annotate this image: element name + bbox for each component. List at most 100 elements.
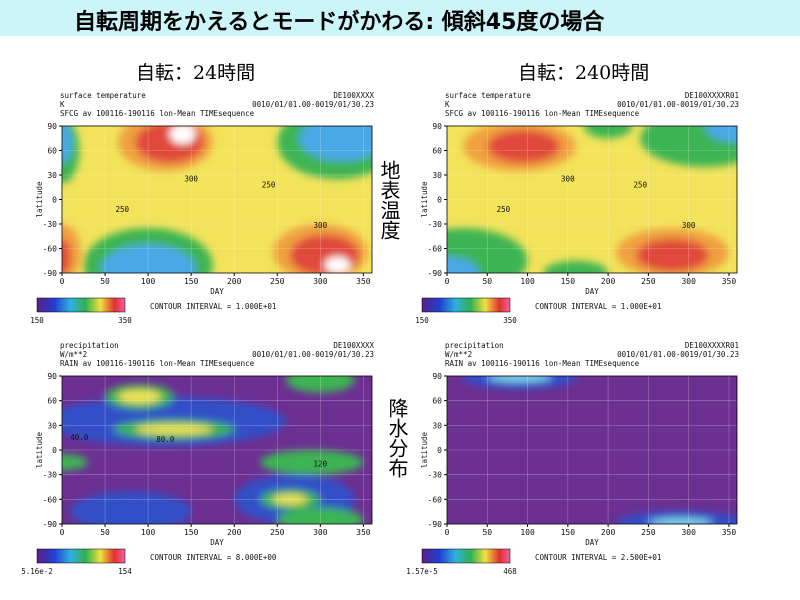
x-tick-label: 100 — [141, 528, 156, 537]
column-heading: 自転：240時間 — [518, 62, 650, 84]
x-tick-label: 350 — [722, 277, 737, 286]
y-tick-label: -90 — [428, 269, 443, 278]
contour-label: 120 — [314, 459, 328, 468]
run-id: DE100XXXXR01 — [685, 91, 739, 100]
x-tick-label: 200 — [227, 528, 242, 537]
field-shape — [298, 126, 372, 162]
x-axis-label: DAY — [210, 538, 224, 547]
field-shape — [324, 256, 351, 273]
x-tick-label: 300 — [313, 528, 328, 537]
y-tick-label: 90 — [432, 372, 442, 381]
y-tick-label: -30 — [43, 220, 58, 229]
x-tick-label: 350 — [722, 528, 737, 537]
x-tick-label: 50 — [100, 528, 110, 537]
period: 0010/01/01.00-0019/01/30.23 — [617, 350, 739, 359]
colorbar-min: 5.16e-2 — [21, 567, 53, 576]
x-tick-label: 0 — [60, 528, 65, 537]
variable-name: surface temperature — [445, 91, 531, 100]
y-tick-label: -60 — [43, 495, 58, 504]
y-tick-label: 0 — [437, 196, 442, 205]
contour-label: 250 — [262, 180, 276, 189]
panel: 0 50 100 150 200 250 300 350 -90 -60 -30 0 30 60 90 sur… — [415, 91, 739, 325]
y-axis-label: latitude — [420, 431, 429, 468]
units: K — [60, 100, 65, 109]
contour-label: 250 — [497, 205, 511, 214]
colorbar-min: 150 — [30, 316, 44, 325]
description: SFCG av 100116-190116 lon-Mean TIMEseque… — [445, 109, 640, 118]
row-heading: 地表温度 — [377, 160, 401, 240]
colorbar-min: 1.57e-5 — [406, 567, 438, 576]
y-tick-label: 90 — [432, 122, 442, 131]
run-id: DE100XXXX — [333, 341, 374, 350]
y-tick-label: 90 — [47, 122, 57, 131]
run-id: DE100XXXX — [333, 91, 374, 100]
y-tick-label: 90 — [47, 372, 57, 381]
field-shape — [117, 389, 162, 404]
field-shapes — [463, 376, 737, 524]
field-background — [447, 376, 737, 524]
field-shape — [272, 494, 308, 505]
y-tick-label: 30 — [47, 171, 57, 180]
y-tick-label: -60 — [428, 495, 443, 504]
field-shape — [487, 376, 552, 383]
contour-interval: CONTOUR INTERVAL = 2.500E+01 — [535, 553, 661, 562]
variable-name: precipitation — [60, 341, 119, 350]
field-shape — [169, 126, 196, 144]
x-tick-label: 350 — [356, 528, 371, 537]
field-shape — [648, 517, 713, 524]
colorbar — [36, 297, 126, 313]
contour-field — [447, 126, 737, 273]
y-tick-label: 30 — [47, 421, 57, 430]
row-heading: 降水分布 — [385, 398, 409, 478]
contour-label: 40.0 — [70, 433, 89, 442]
y-tick-label: -30 — [43, 471, 58, 480]
x-tick-label: 50 — [482, 277, 492, 286]
x-tick-label: 300 — [681, 528, 696, 537]
description: RAIN av 100116-190116 lon-Mean TIMEseque… — [445, 359, 640, 368]
x-tick-label: 100 — [141, 277, 156, 286]
x-tick-label: 200 — [601, 277, 616, 286]
y-tick-label: -30 — [428, 220, 443, 229]
field-shape — [135, 126, 205, 163]
x-tick-label: 50 — [100, 277, 110, 286]
x-tick-label: 350 — [356, 277, 371, 286]
description: RAIN av 100116-190116 lon-Mean TIMEseque… — [60, 359, 255, 368]
x-tick-label: 250 — [641, 528, 656, 537]
y-tick-label: -60 — [43, 245, 58, 254]
period: 0010/01/01.00-0019/01/30.23 — [252, 350, 374, 359]
field-shape — [290, 234, 360, 273]
panel: 0 50 100 150 200 250 300 350 -90 -60 -30 0 30 60 90 pre… — [406, 341, 739, 576]
colorbar-max: 350 — [118, 316, 132, 325]
plot-frame — [61, 375, 373, 525]
contour-interval: CONTOUR INTERVAL = 1.000E+01 — [150, 302, 276, 311]
y-axis-label: latitude — [420, 181, 429, 218]
contour-label: 300 — [184, 175, 198, 184]
field-shape — [285, 376, 355, 393]
field-shape — [583, 126, 633, 139]
y-tick-label: -60 — [428, 245, 443, 254]
contour-field — [62, 126, 372, 273]
colorbar-max: 350 — [503, 316, 517, 325]
field-shapes — [447, 126, 737, 273]
period: 0010/01/01.00-0019/01/30.23 — [252, 100, 374, 109]
colorbar-max: 154 — [118, 567, 132, 576]
title-bar — [0, 0, 800, 36]
y-tick-label: 60 — [47, 397, 57, 406]
x-tick-label: 300 — [681, 277, 696, 286]
contour-interval: CONTOUR INTERVAL = 8.000E+00 — [150, 553, 277, 562]
y-tick-label: -90 — [43, 269, 58, 278]
plot-frame — [61, 125, 373, 274]
panel: 0 50 100 150 200 250 300 350 -90 -60 -30 0 30 60 90 pre… — [21, 341, 374, 576]
field-shape — [62, 454, 88, 471]
x-axis-label: DAY — [585, 538, 599, 547]
field-shape — [277, 507, 364, 524]
x-tick-label: 150 — [561, 528, 576, 537]
x-tick-label: 200 — [601, 528, 616, 537]
x-tick-label: 150 — [561, 277, 576, 286]
contour-label: 300 — [561, 175, 575, 184]
colorbar-max: 468 — [503, 567, 517, 576]
field-shapes — [62, 126, 372, 273]
field-shape — [640, 126, 737, 167]
y-tick-label: 0 — [52, 196, 57, 205]
field-shape — [543, 260, 609, 273]
